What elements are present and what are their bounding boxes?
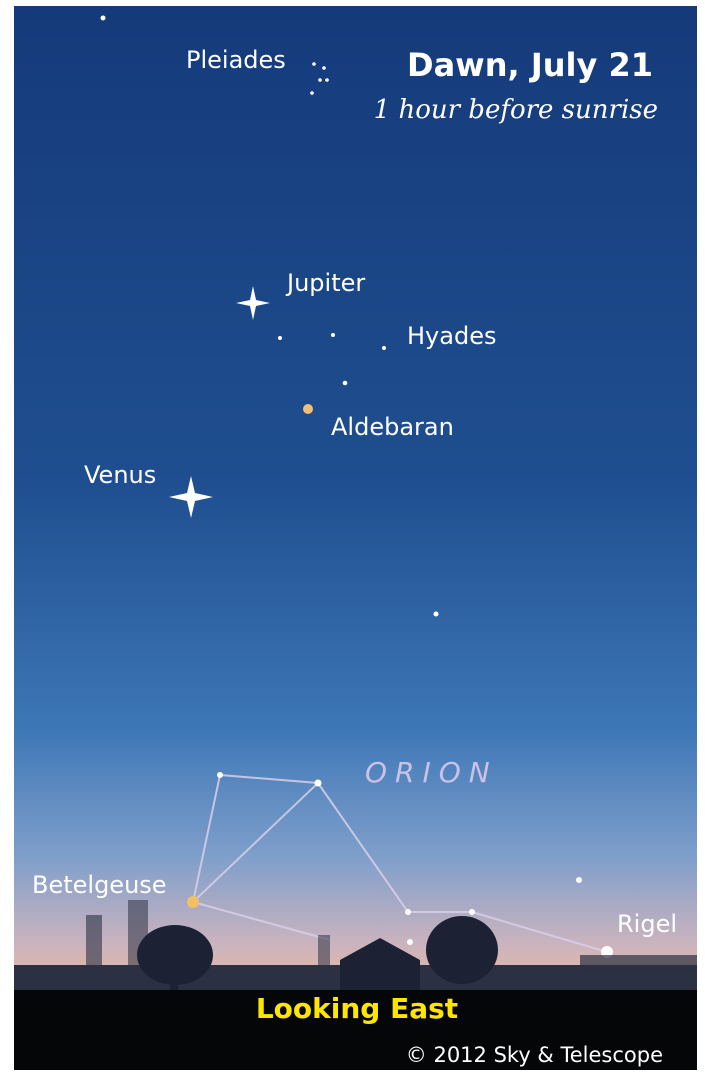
object-label: Jupiter: [285, 269, 365, 297]
star: [382, 346, 386, 350]
tree: [426, 916, 498, 984]
trunk: [170, 960, 178, 990]
star: [331, 333, 335, 337]
star: [315, 780, 322, 787]
star: [278, 336, 282, 340]
star: [576, 877, 582, 883]
sky-map: Dawn, July 21 1 hour before sunrise Plei…: [0, 0, 705, 1080]
constellation-label: ORION: [365, 756, 498, 789]
sky-background: [14, 6, 697, 1070]
star: [318, 78, 322, 82]
credit: © 2012 Sky & Telescope: [406, 1043, 663, 1067]
star: [469, 909, 475, 915]
star: [312, 62, 316, 66]
building: [318, 935, 330, 975]
tower: [86, 915, 102, 970]
object-label: Betelgeuse: [32, 871, 167, 899]
object-label: Aldebaran: [331, 413, 454, 441]
subtitle: 1 hour before sunrise: [374, 95, 658, 125]
title: Dawn, July 21: [407, 46, 653, 84]
star: [343, 381, 348, 386]
star-aldebaran: [303, 404, 313, 414]
object-label: Venus: [84, 461, 156, 489]
star: [325, 78, 329, 82]
star: [101, 16, 106, 21]
fence: [580, 955, 697, 970]
star: [405, 909, 411, 915]
star: [310, 91, 314, 95]
object-label: Hyades: [407, 322, 496, 350]
star-betelgeuse: [187, 896, 199, 908]
star: [322, 66, 326, 70]
star: [217, 772, 223, 778]
object-label: Rigel: [617, 910, 677, 938]
star: [407, 939, 413, 945]
object-label: Pleiades: [186, 46, 286, 74]
page: Dawn, July 21 1 hour before sunrise Plei…: [0, 0, 705, 1080]
direction-label: Looking East: [256, 992, 458, 1025]
star: [434, 612, 439, 617]
